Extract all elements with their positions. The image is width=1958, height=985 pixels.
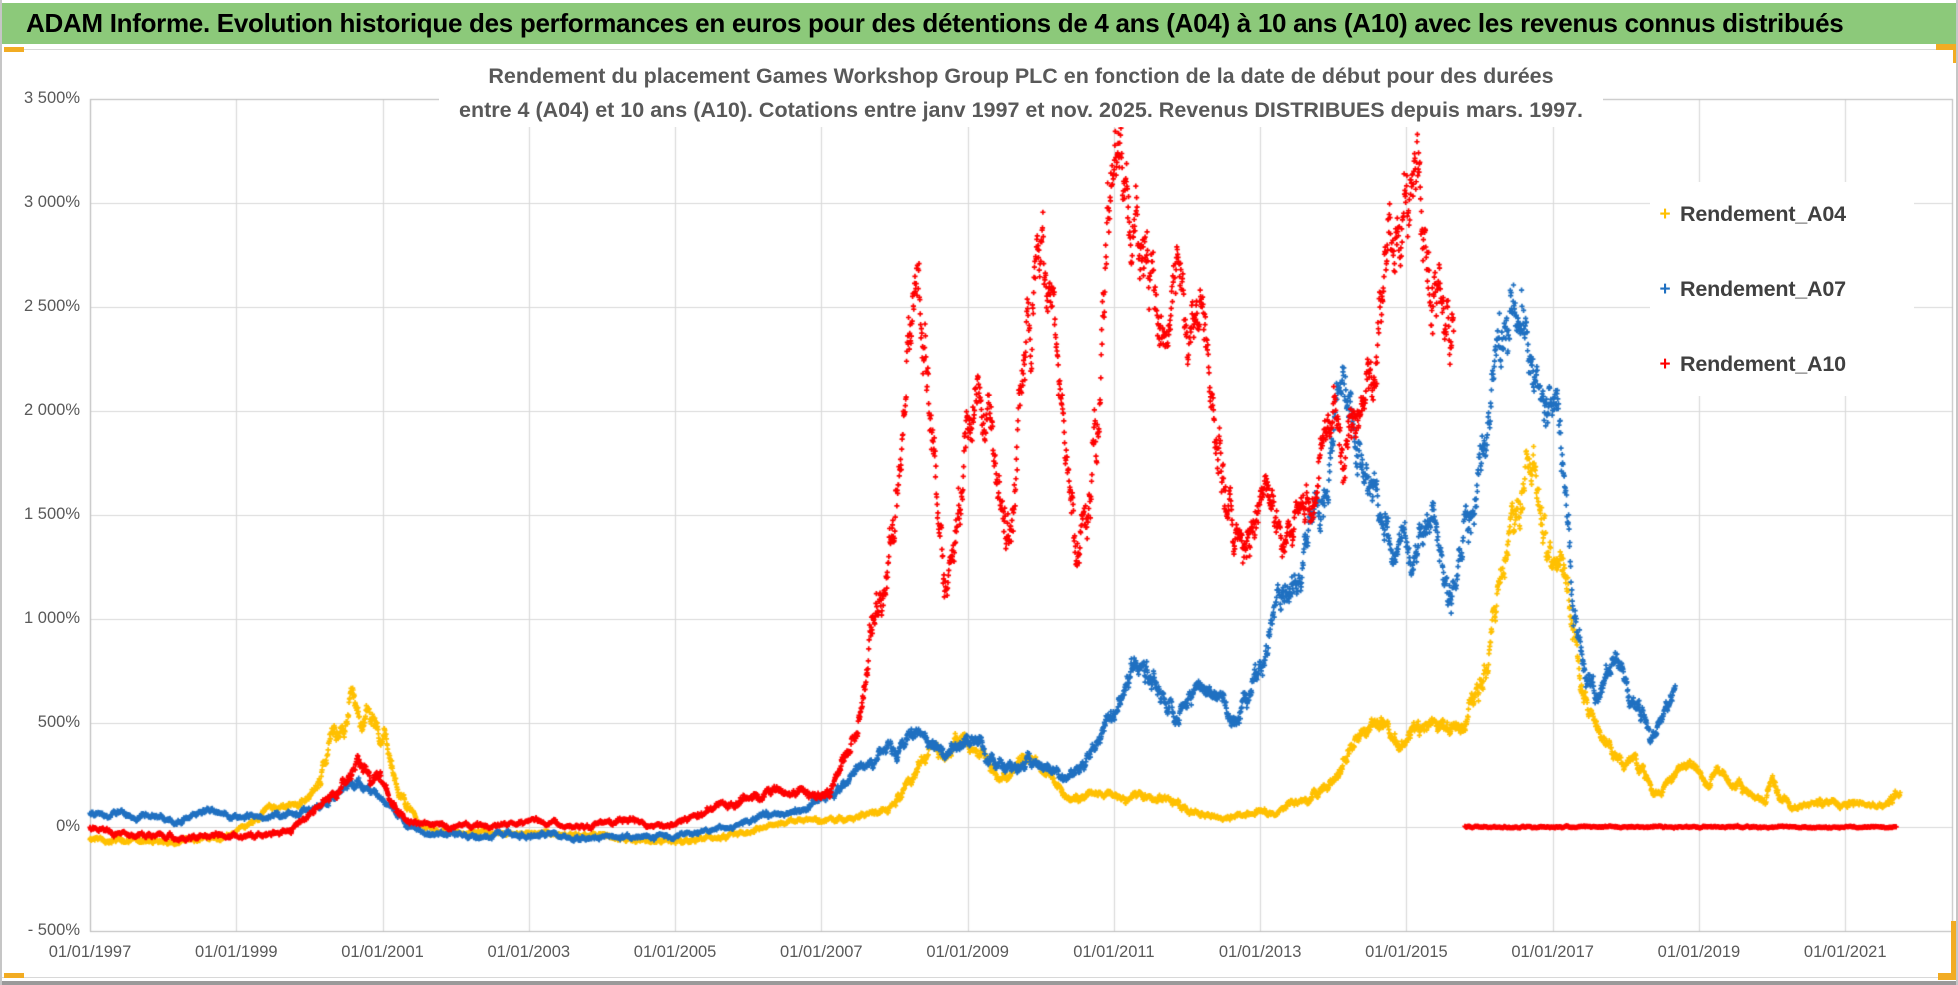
- x-axis-label: 01/01/2011: [1073, 943, 1155, 961]
- y-axis-label: 1 500%: [24, 505, 80, 523]
- x-axis-label: 01/01/2013: [1218, 943, 1302, 961]
- x-axis-label: 01/01/2009: [926, 943, 1009, 961]
- chart-legend: + Rendement_A04 + Rendement_A07 + Rendement_A…: [1650, 182, 1914, 396]
- y-axis-label: 500%: [37, 713, 80, 731]
- x-axis-label: 01/01/2019: [1657, 943, 1741, 961]
- x-axis-label: 01/01/2021: [1803, 943, 1887, 961]
- legend-plus-marker-icon: +: [1659, 353, 1671, 375]
- y-axis-label: 2 500%: [24, 297, 80, 315]
- x-axis-label: 01/01/2003: [487, 943, 571, 961]
- y-axis-label: 3 000%: [24, 193, 80, 211]
- x-axis-label: 01/01/1997: [48, 943, 132, 961]
- y-axis-label: 3 500%: [24, 89, 80, 107]
- x-axis-label: 01/01/2015: [1365, 943, 1448, 961]
- legend-item-rendement_a10[interactable]: + Rendement_A10: [1650, 342, 1914, 386]
- page-bottom-edge: [2, 981, 1956, 985]
- legend-plus-marker-icon: +: [1659, 278, 1671, 300]
- legend-plus-marker-icon: +: [1659, 203, 1671, 225]
- chart-frame-bottom-line: [2, 977, 1956, 978]
- legend-label: Rendement_A04: [1680, 201, 1846, 226]
- legend-item-rendement_a07[interactable]: + Rendement_A07: [1650, 267, 1914, 311]
- legend-label: Rendement_A10: [1680, 351, 1846, 376]
- x-axis-label: 01/01/2017: [1511, 943, 1594, 961]
- y-axis-label: 2 000%: [24, 401, 80, 419]
- x-axis-label: 01/01/2005: [633, 943, 717, 961]
- x-axis-label: 01/01/2007: [780, 943, 863, 961]
- y-axis-label: 1 000%: [24, 609, 80, 627]
- x-axis-label: 01/01/1999: [194, 943, 278, 961]
- legend-item-rendement_a04[interactable]: + Rendement_A04: [1650, 192, 1914, 236]
- legend-label: Rendement_A07: [1680, 276, 1846, 301]
- y-axis-label: 0%: [56, 817, 80, 835]
- y-axis-label: - 500%: [27, 921, 80, 939]
- x-axis-label: 01/01/2001: [341, 943, 424, 961]
